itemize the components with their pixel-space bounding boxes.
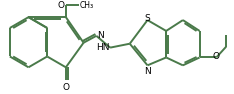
Text: N: N [144,67,151,76]
Text: HN: HN [96,43,109,52]
Text: S: S [145,14,150,23]
Text: CH₃: CH₃ [80,1,94,10]
Text: N: N [97,31,104,40]
Text: O: O [58,1,65,10]
Text: O: O [62,83,69,92]
Text: O: O [213,52,220,61]
